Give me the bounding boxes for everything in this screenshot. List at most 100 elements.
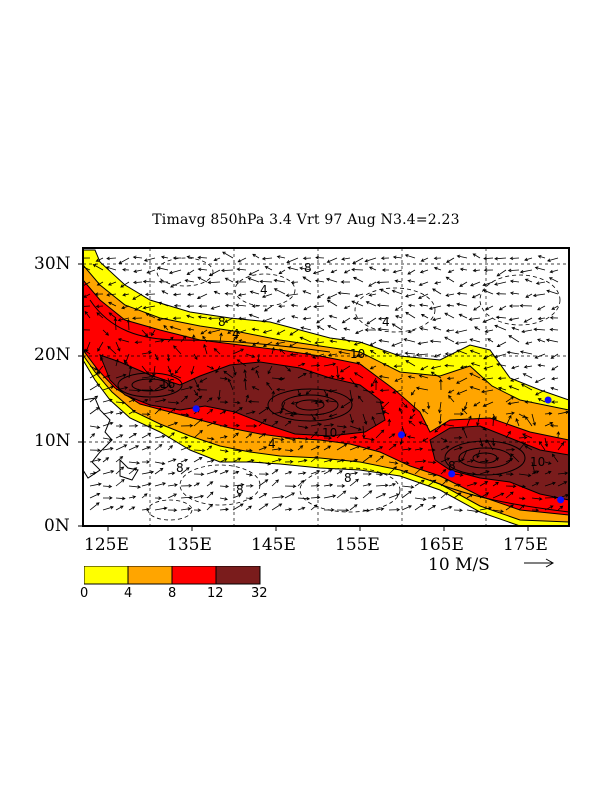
wind-vector — [167, 365, 172, 374]
wind-vector — [537, 398, 546, 403]
wind-vector — [167, 407, 176, 415]
wind-vector — [362, 454, 373, 463]
wind-vector — [454, 412, 464, 416]
wind-vector — [398, 407, 403, 415]
wind-vector — [419, 269, 429, 274]
wind-vector — [236, 329, 247, 334]
wind-vector — [326, 257, 338, 263]
wind-vector — [232, 448, 243, 453]
wind-vector — [180, 395, 189, 403]
wind-vector — [382, 350, 390, 355]
wind-vector — [302, 290, 312, 295]
wind-vector — [89, 458, 102, 463]
wind-vector — [132, 280, 143, 285]
wind-vector — [271, 420, 279, 427]
wind-vector — [492, 473, 503, 477]
wind-vector — [422, 437, 429, 442]
wind-vector — [83, 266, 91, 271]
wind-vector — [284, 365, 292, 372]
wind-vector — [122, 292, 130, 297]
wind-vector — [169, 325, 182, 331]
contour-label: 16 — [160, 377, 175, 391]
wind-vector — [459, 281, 468, 287]
wind-vector — [341, 337, 351, 343]
wind-vector — [297, 480, 305, 487]
wind-vector — [219, 497, 229, 501]
wind-vector — [154, 482, 167, 487]
wind-vector — [375, 429, 385, 439]
wind-vector — [197, 315, 208, 319]
wind-vector — [258, 493, 268, 499]
wind-vector — [473, 401, 481, 407]
wind-vector — [206, 469, 219, 475]
wind-vector — [273, 278, 286, 283]
wind-vector — [284, 437, 297, 442]
wind-vector — [532, 293, 546, 298]
wind-vector — [505, 504, 514, 511]
wind-vector — [405, 360, 416, 367]
wind-vector — [258, 503, 269, 511]
wind-vector — [128, 485, 142, 489]
wind-vector — [115, 411, 124, 415]
wind-vector — [193, 482, 200, 487]
wind-vector — [469, 338, 481, 343]
wind-vector — [323, 375, 335, 379]
wind-vector — [408, 420, 416, 427]
wind-vector — [227, 329, 234, 334]
wind-vector — [186, 314, 195, 319]
wind-vector — [445, 257, 455, 263]
wind-vector — [180, 435, 189, 440]
wind-vector — [236, 359, 247, 367]
wind-vector — [379, 288, 390, 295]
wind-vector — [336, 470, 343, 475]
wind-vector — [94, 292, 104, 296]
wind-vector — [219, 458, 228, 463]
wind-vector — [128, 388, 142, 393]
wind-vector — [382, 410, 390, 415]
wind-vector — [456, 389, 468, 395]
lat-label-30n: 30N — [34, 254, 71, 274]
wind-vector — [102, 470, 115, 475]
wind-vector — [234, 280, 246, 284]
wind-vector — [414, 459, 427, 463]
wind-vector — [190, 365, 195, 375]
wind-vector — [454, 329, 468, 334]
wind-vector — [556, 431, 561, 439]
wind-vector — [430, 365, 442, 370]
wind-vector — [336, 490, 347, 499]
wind-vector — [297, 471, 307, 475]
wind-vector — [537, 338, 546, 343]
wind-vector — [310, 413, 316, 421]
wind-vector — [349, 504, 358, 511]
wind-vector — [508, 335, 520, 343]
wind-vector — [314, 340, 325, 345]
wind-vector — [458, 313, 468, 319]
wind-vector — [243, 377, 247, 391]
wind-vector — [349, 413, 354, 424]
wind-vector — [83, 305, 91, 307]
wind-vector — [115, 373, 127, 379]
wind-vector — [310, 483, 320, 488]
wind-vector — [474, 326, 481, 331]
wind-vector — [534, 266, 546, 271]
wind-vector — [245, 394, 250, 403]
wind-vector — [550, 353, 559, 359]
wind-vector — [261, 256, 273, 261]
wind-vector — [168, 269, 182, 275]
wind-vector — [518, 441, 526, 451]
wind-vector — [142, 305, 156, 310]
wind-vector — [375, 411, 386, 415]
wind-vector — [186, 304, 195, 308]
wind-vector — [258, 461, 272, 466]
wind-vector — [219, 410, 227, 415]
wind-vector — [419, 303, 429, 307]
wind-vector — [167, 444, 174, 451]
wind-vector — [497, 386, 507, 391]
wind-vector — [417, 293, 429, 299]
wind-vector — [180, 495, 194, 500]
wind-vector — [252, 341, 260, 346]
wind-vector — [89, 407, 100, 415]
wind-vector — [180, 445, 192, 451]
wind-vector — [232, 335, 238, 343]
